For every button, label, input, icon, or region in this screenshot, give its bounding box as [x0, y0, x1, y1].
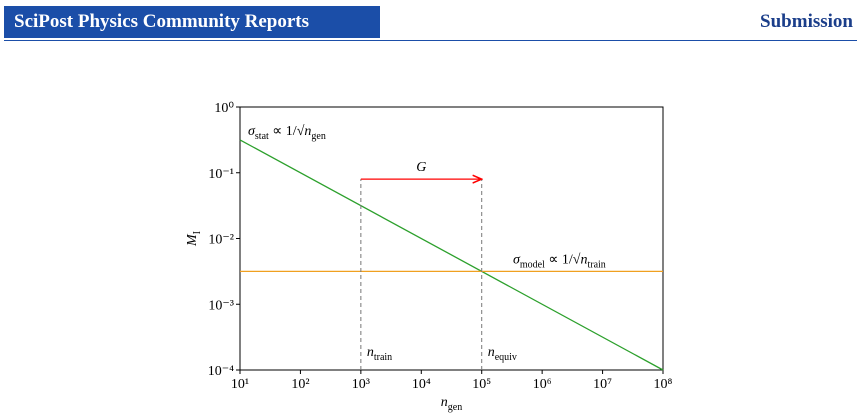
annotation-part: ∝ 1/√ — [269, 124, 305, 139]
vline-label: nequiv — [488, 345, 517, 363]
x-axis-label-part: n — [441, 395, 448, 410]
x-tick-label: 10⁶ — [533, 377, 552, 392]
annotation-part: ∝ 1/√ — [545, 252, 581, 267]
x-tick-label: 10¹ — [231, 377, 249, 392]
x-axis-label-sub: gen — [448, 402, 462, 413]
y-tick-label: 10⁻¹ — [208, 167, 234, 182]
y-tick-label: 10⁻³ — [208, 298, 234, 313]
header-rule — [4, 40, 857, 41]
arrow-label: G — [416, 160, 426, 175]
vline-label-part: n — [488, 345, 495, 360]
annotation-sub: model — [520, 259, 545, 270]
y-axis-label-sub: I — [192, 231, 203, 234]
annotation-sub: gen — [311, 131, 325, 142]
vline-label-sub: equiv — [495, 352, 517, 363]
plot-frame — [239, 106, 664, 371]
x-tick-label: 10⁷ — [593, 377, 612, 392]
vline-label-part: n — [367, 345, 374, 360]
y-axis-label-part: M — [185, 233, 200, 247]
vline-label-sub: train — [374, 352, 392, 363]
journal-name: SciPost Physics Community Reports — [4, 6, 380, 38]
x-tick-label: 10⁵ — [472, 377, 491, 392]
annotation-sub: train — [587, 259, 605, 270]
annotation-sub: stat — [255, 131, 269, 142]
annotation: σmodel ∝ 1/√ntrain — [513, 252, 606, 270]
y-tick-label: 10⁻⁴ — [208, 364, 234, 379]
annotation-part: σ — [513, 252, 521, 267]
header: SciPost Physics Community Reports Submis… — [0, 0, 863, 44]
status: Submission — [760, 11, 853, 32]
vline-label: ntrain — [367, 345, 392, 363]
annotation-part: σ — [248, 124, 256, 139]
y-tick-label: 10⁰ — [214, 101, 234, 116]
annotation-part: n — [580, 252, 587, 267]
x-tick-label: 10³ — [352, 377, 370, 392]
y-tick-label: 10⁻² — [208, 233, 234, 248]
series-line — [239, 139, 664, 371]
annotation: σstat ∝ 1/√ngen — [248, 124, 326, 142]
x-axis-label: ngen — [441, 395, 462, 413]
y-axis-label: MI — [185, 231, 203, 247]
x-tick-label: 10⁸ — [654, 377, 673, 392]
x-tick-label: 10⁴ — [412, 377, 431, 392]
x-tick-label: 10² — [291, 377, 309, 392]
annotation-part: n — [304, 124, 311, 139]
